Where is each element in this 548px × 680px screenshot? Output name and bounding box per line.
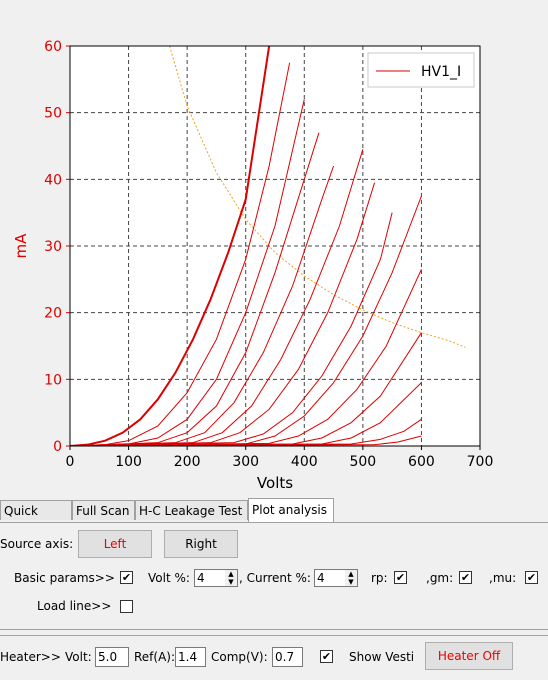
separator	[0, 635, 548, 636]
x-tick-label: 400	[291, 454, 318, 470]
legend-box	[367, 52, 475, 88]
plot-analysis-panel: Source axis: Left Right Basic params>> ✔…	[0, 523, 548, 680]
series-line	[70, 182, 376, 446]
gm-checkbox[interactable]: ✔	[459, 571, 472, 584]
x-tick-label: 100	[115, 454, 142, 470]
mu-checkbox[interactable]: ✔	[525, 571, 538, 584]
y-tick-label: 20	[44, 306, 62, 322]
rp-label: rp:	[371, 571, 388, 585]
volt-percent-label: Volt %:	[148, 571, 190, 585]
y-tick-label: 40	[44, 172, 62, 188]
load-line-label[interactable]: Load line>>	[37, 599, 112, 613]
heater-comp-label: Comp(V):	[211, 650, 268, 664]
x-tick-label: 600	[408, 454, 435, 470]
basic-params-checkbox[interactable]: ✔	[120, 571, 133, 584]
source-axis-label: Source axis:	[0, 537, 74, 551]
x-tick-label: 200	[174, 454, 201, 470]
series-line	[70, 99, 305, 446]
heater-off-button[interactable]: Heater Off	[425, 642, 513, 670]
mu-label: ,mu:	[489, 571, 517, 585]
source-left-button[interactable]: Left	[78, 530, 152, 558]
heater-volt-label: Volt:	[65, 650, 92, 664]
basic-params-label[interactable]: Basic params>>	[14, 571, 115, 585]
current-percent-label: , Current %:	[239, 571, 311, 585]
current-percent-value: 4	[317, 571, 325, 585]
spin-arrows-icon[interactable]: ▲ ▼	[225, 570, 237, 586]
series-line	[70, 435, 422, 446]
series-line	[70, 165, 335, 446]
rp-checkbox[interactable]: ✔	[394, 571, 407, 584]
gm-label: ,gm:	[426, 571, 454, 585]
series-line	[70, 62, 291, 446]
show-vesti-label[interactable]: Show Vesti	[349, 650, 415, 664]
series-line	[70, 212, 393, 446]
y-tick-label: 30	[44, 239, 62, 255]
current-percent-stepper[interactable]: 4 ▲ ▼	[314, 569, 358, 587]
plot-area: 0 100 200 300 400 500 600 700 0 10 20 30 40 50 60 Volts…	[12, 39, 494, 492]
y-tick-label: 0	[53, 439, 62, 455]
y-tick-label: 10	[44, 372, 62, 388]
volt-percent-value: 4	[197, 571, 205, 585]
series-line	[70, 46, 271, 446]
tab-divider	[0, 522, 548, 523]
x-tick-label: 700	[467, 454, 494, 470]
separator	[0, 629, 548, 630]
x-axis-label: Volts	[257, 474, 293, 492]
series-line	[70, 418, 422, 446]
tab-hc-leakage-test[interactable]: H-C Leakage Test	[135, 500, 248, 520]
series-line	[70, 195, 422, 446]
heater-label: Heater>>	[0, 650, 61, 664]
heater-comp-input[interactable]: 0.7	[272, 647, 303, 667]
tab-quick-scan[interactable]: Quick Scan	[0, 500, 72, 538]
y-tick-label: 50	[44, 106, 62, 122]
heater-ref-label: Ref(A):	[134, 650, 176, 664]
spin-arrows-icon[interactable]: ▲ ▼	[345, 570, 357, 586]
show-vesti-checkbox[interactable]: ✔	[320, 650, 333, 663]
x-tick-label: 300	[232, 454, 259, 470]
volt-percent-stepper[interactable]: 4 ▲ ▼	[194, 569, 238, 587]
tab-full-scan[interactable]: Full Scan	[72, 500, 135, 520]
series-line	[70, 269, 422, 446]
load-line-checkbox[interactable]	[120, 600, 133, 613]
anode-characteristics-chart: 0 100 200 300 400 500 600 700 0 10 20 30 40 50 60 Volts…	[12, 39, 494, 492]
legend-label: HV1_I	[421, 64, 461, 80]
load-line	[169, 46, 466, 348]
heater-ref-input[interactable]: 1.4	[175, 647, 206, 667]
tab-plot-analysis[interactable]: Plot analysis	[248, 498, 334, 522]
plot-frame	[69, 45, 481, 447]
series-line	[70, 132, 320, 446]
x-tick-label: 500	[349, 454, 376, 470]
y-axis-label: mA	[12, 233, 30, 259]
heater-volt-input[interactable]: 5.0	[95, 647, 129, 667]
series-line	[70, 149, 364, 446]
tab-bar: Quick Scan Full Scan H-C Leakage Test Pl…	[0, 498, 548, 538]
y-tick-label: 60	[44, 39, 62, 55]
x-tick-label: 0	[66, 454, 75, 470]
source-right-button[interactable]: Right	[164, 530, 238, 558]
